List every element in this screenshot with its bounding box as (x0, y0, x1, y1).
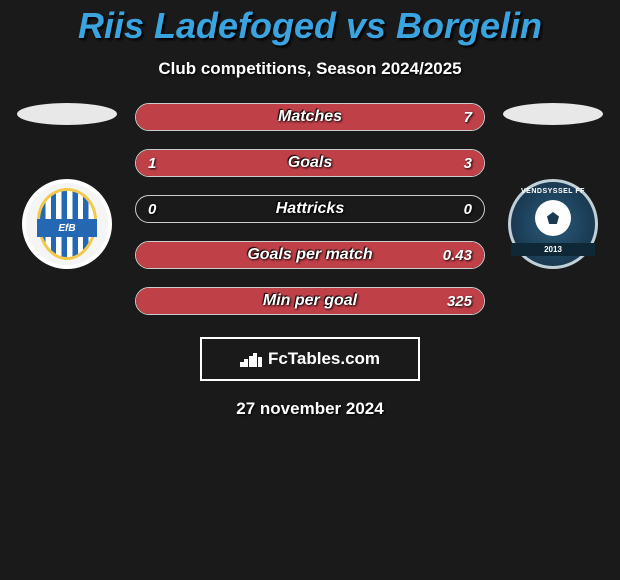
left-team-column: EfB (17, 103, 117, 269)
date-label: 27 november 2024 (236, 399, 383, 419)
stat-label: Min per goal (263, 292, 357, 310)
stat-value-left: 0 (148, 201, 156, 218)
stat-fill-right (223, 150, 484, 176)
stats-container: Matches 7 1 Goals 3 0 Hattricks 0 Goals per matc… (135, 103, 485, 315)
stat-row: Matches 7 (135, 103, 485, 131)
left-team-badge: EfB (22, 179, 112, 269)
stat-value-right: 7 (464, 109, 472, 126)
comparison-content: EfB Matches 7 1 Goals 3 0 Hattricks 0 Goals per … (0, 103, 620, 315)
left-player-placeholder (17, 103, 117, 125)
stat-value-right: 0.43 (443, 247, 472, 264)
left-badge-text: EfB (37, 219, 97, 237)
stat-value-right: 325 (447, 293, 472, 310)
stat-label: Goals per match (247, 246, 372, 264)
page-title: Riis Ladefoged vs Borgelin (78, 5, 542, 47)
stat-label: Goals (288, 154, 332, 172)
stat-value-right: 3 (464, 155, 472, 172)
stat-row: Goals per match 0.43 (135, 241, 485, 269)
stat-value-right: 0 (464, 201, 472, 218)
brand-box[interactable]: FcTables.com (200, 337, 420, 381)
stat-row: 1 Goals 3 (135, 149, 485, 177)
stat-value-left: 1 (148, 155, 156, 172)
subtitle: Club competitions, Season 2024/2025 (158, 59, 461, 79)
stat-row: Min per goal 325 (135, 287, 485, 315)
right-badge-year: 2013 (511, 243, 595, 256)
right-player-placeholder (503, 103, 603, 125)
stat-row: 0 Hattricks 0 (135, 195, 485, 223)
stat-label: Hattricks (276, 200, 344, 218)
football-icon (535, 200, 571, 236)
right-team-column: VENDSYSSEL FF 2013 (503, 103, 603, 269)
bar-chart-icon (240, 351, 262, 367)
stat-label: Matches (278, 108, 342, 126)
brand-label: FcTables.com (268, 349, 380, 369)
right-team-badge: VENDSYSSEL FF 2013 (508, 179, 598, 269)
right-badge-text: VENDSYSSEL FF (511, 188, 595, 195)
